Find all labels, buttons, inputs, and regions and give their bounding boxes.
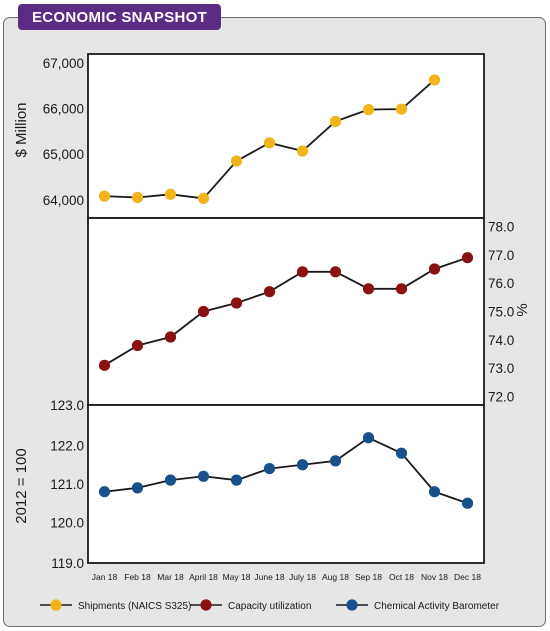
legend-marker	[346, 599, 358, 611]
capacity-plot-area	[87, 217, 485, 406]
x-tick-label: July 18	[289, 572, 316, 582]
capacity-data-point	[263, 286, 276, 298]
legend-marker	[200, 599, 212, 611]
capacity-axis-label: %	[514, 303, 531, 316]
shipments-data-point	[428, 74, 441, 86]
barometer-data-point	[230, 474, 243, 486]
barometer-tick-label: 124.0	[50, 0, 84, 3]
x-tick-label: April 18	[189, 572, 218, 582]
capacity-data-point	[461, 252, 474, 264]
capacity-tick-label: 78.0	[488, 220, 514, 235]
capacity-series-line	[104, 256, 468, 367]
barometer-tick-label: 119.0	[51, 556, 84, 571]
barometer-axis-label: 2012 = 100	[13, 448, 30, 524]
legend-label: Shipments (NAICS S325)	[78, 601, 191, 612]
legend-marker	[50, 599, 62, 611]
shipments-data-point	[98, 190, 111, 202]
shipments-data-point	[395, 103, 408, 115]
barometer-data-point	[395, 447, 408, 459]
barometer-tick-label: 122.0	[50, 438, 84, 453]
legend-label: Capacity utilization	[228, 601, 311, 612]
capacity-data-point	[428, 263, 441, 275]
barometer-data-point	[428, 486, 441, 498]
x-tick-label: Aug 18	[322, 572, 349, 582]
capacity-data-point	[131, 339, 144, 352]
capacity-tick-label: 76.0	[488, 276, 514, 291]
barometer-data-point	[296, 459, 309, 471]
barometer-tick-label: 123.0	[50, 398, 84, 413]
x-tick-label: May 18	[223, 572, 251, 582]
legend-label: Chemical Activity Barometer	[374, 601, 500, 612]
barometer-data-point	[197, 470, 210, 482]
capacity-tick-label: 75.0	[488, 305, 514, 320]
capacity-tick-label: 72.0	[488, 390, 514, 405]
capacity-data-point	[329, 266, 342, 278]
shipments-tick-label: 64,000	[43, 193, 84, 208]
barometer-data-point	[263, 462, 276, 475]
shipments-data-point	[329, 115, 342, 128]
barometer-data-point	[329, 455, 342, 467]
barometer-tick-label: 121.0	[50, 477, 84, 492]
capacity-tick-label: 73.0	[488, 361, 514, 376]
shipments-data-point	[362, 103, 375, 116]
shipments-plot-area	[87, 53, 485, 219]
shipments-data-point	[164, 188, 177, 200]
barometer-series-line	[104, 436, 468, 505]
capacity-data-point	[98, 359, 111, 371]
shipments-axis-label: $ Million	[13, 102, 30, 157]
capacity-tick-label: 77.0	[488, 248, 514, 263]
shipments-data-point	[263, 137, 276, 149]
barometer-tick-label: 120.0	[50, 516, 84, 531]
capacity-data-point	[164, 331, 177, 343]
capacity-tick-label: 74.0	[488, 333, 514, 348]
barometer-data-point	[98, 486, 111, 498]
shipments-data-point	[131, 191, 144, 204]
x-tick-label: Mar 18	[157, 572, 184, 582]
x-tick-label: June 18	[254, 572, 285, 582]
barometer-data-point	[164, 474, 177, 486]
shipments-data-point	[197, 192, 210, 205]
shipments-data-point	[296, 145, 309, 157]
x-tick-label: Feb 18	[124, 572, 151, 582]
barometer-data-point	[131, 482, 144, 494]
shipments-data-point	[230, 155, 243, 167]
shipments-tick-label: 67,000	[43, 56, 84, 71]
capacity-data-point	[197, 305, 210, 318]
barometer-data-point	[461, 497, 474, 509]
shipments-tick-label: 65,000	[43, 147, 84, 162]
x-tick-label: Sep 18	[355, 572, 382, 582]
barometer-plot-area	[87, 404, 485, 564]
x-tick-label: Oct 18	[389, 572, 414, 582]
capacity-data-point	[230, 297, 243, 309]
x-tick-label: Nov 18	[421, 572, 448, 582]
barometer-data-point	[362, 432, 375, 444]
capacity-data-point	[395, 283, 408, 295]
x-tick-label: Jan 18	[92, 572, 118, 582]
page-title: ECONOMIC SNAPSHOT	[18, 4, 222, 30]
shipments-tick-label: 66,000	[43, 102, 84, 117]
x-tick-label: Dec 18	[454, 572, 481, 582]
capacity-data-point	[296, 266, 309, 278]
capacity-data-point	[362, 283, 375, 295]
